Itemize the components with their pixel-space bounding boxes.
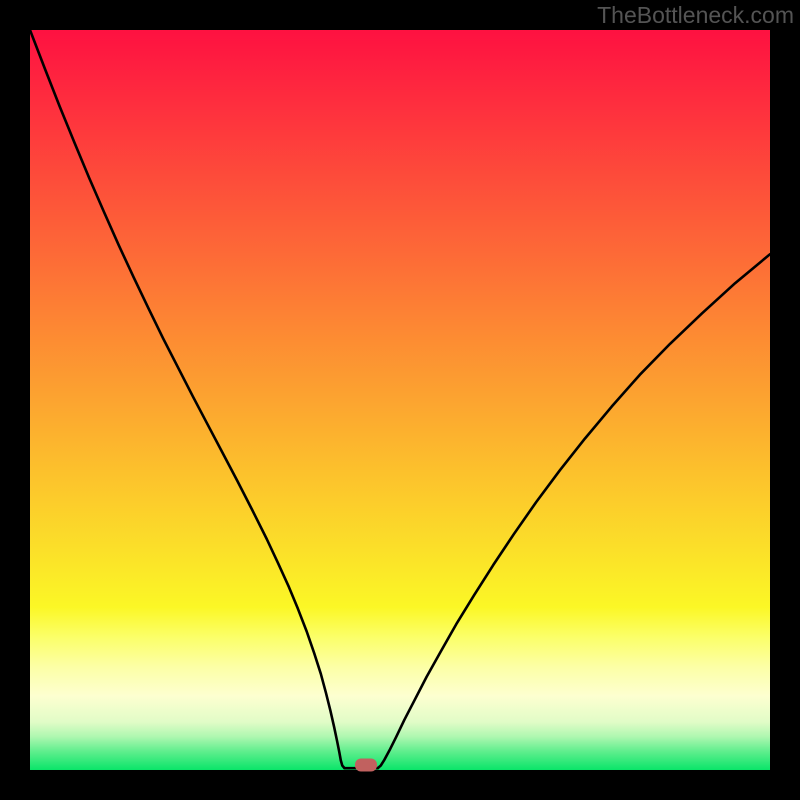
series-right-curve: [378, 254, 770, 768]
curve-svg: [30, 30, 770, 770]
watermark-text: TheBottleneck.com: [597, 2, 794, 29]
chart-frame: TheBottleneck.com: [0, 0, 800, 800]
min-marker: [355, 758, 377, 771]
plot-area: [30, 30, 770, 770]
series-left-curve: [30, 30, 345, 768]
